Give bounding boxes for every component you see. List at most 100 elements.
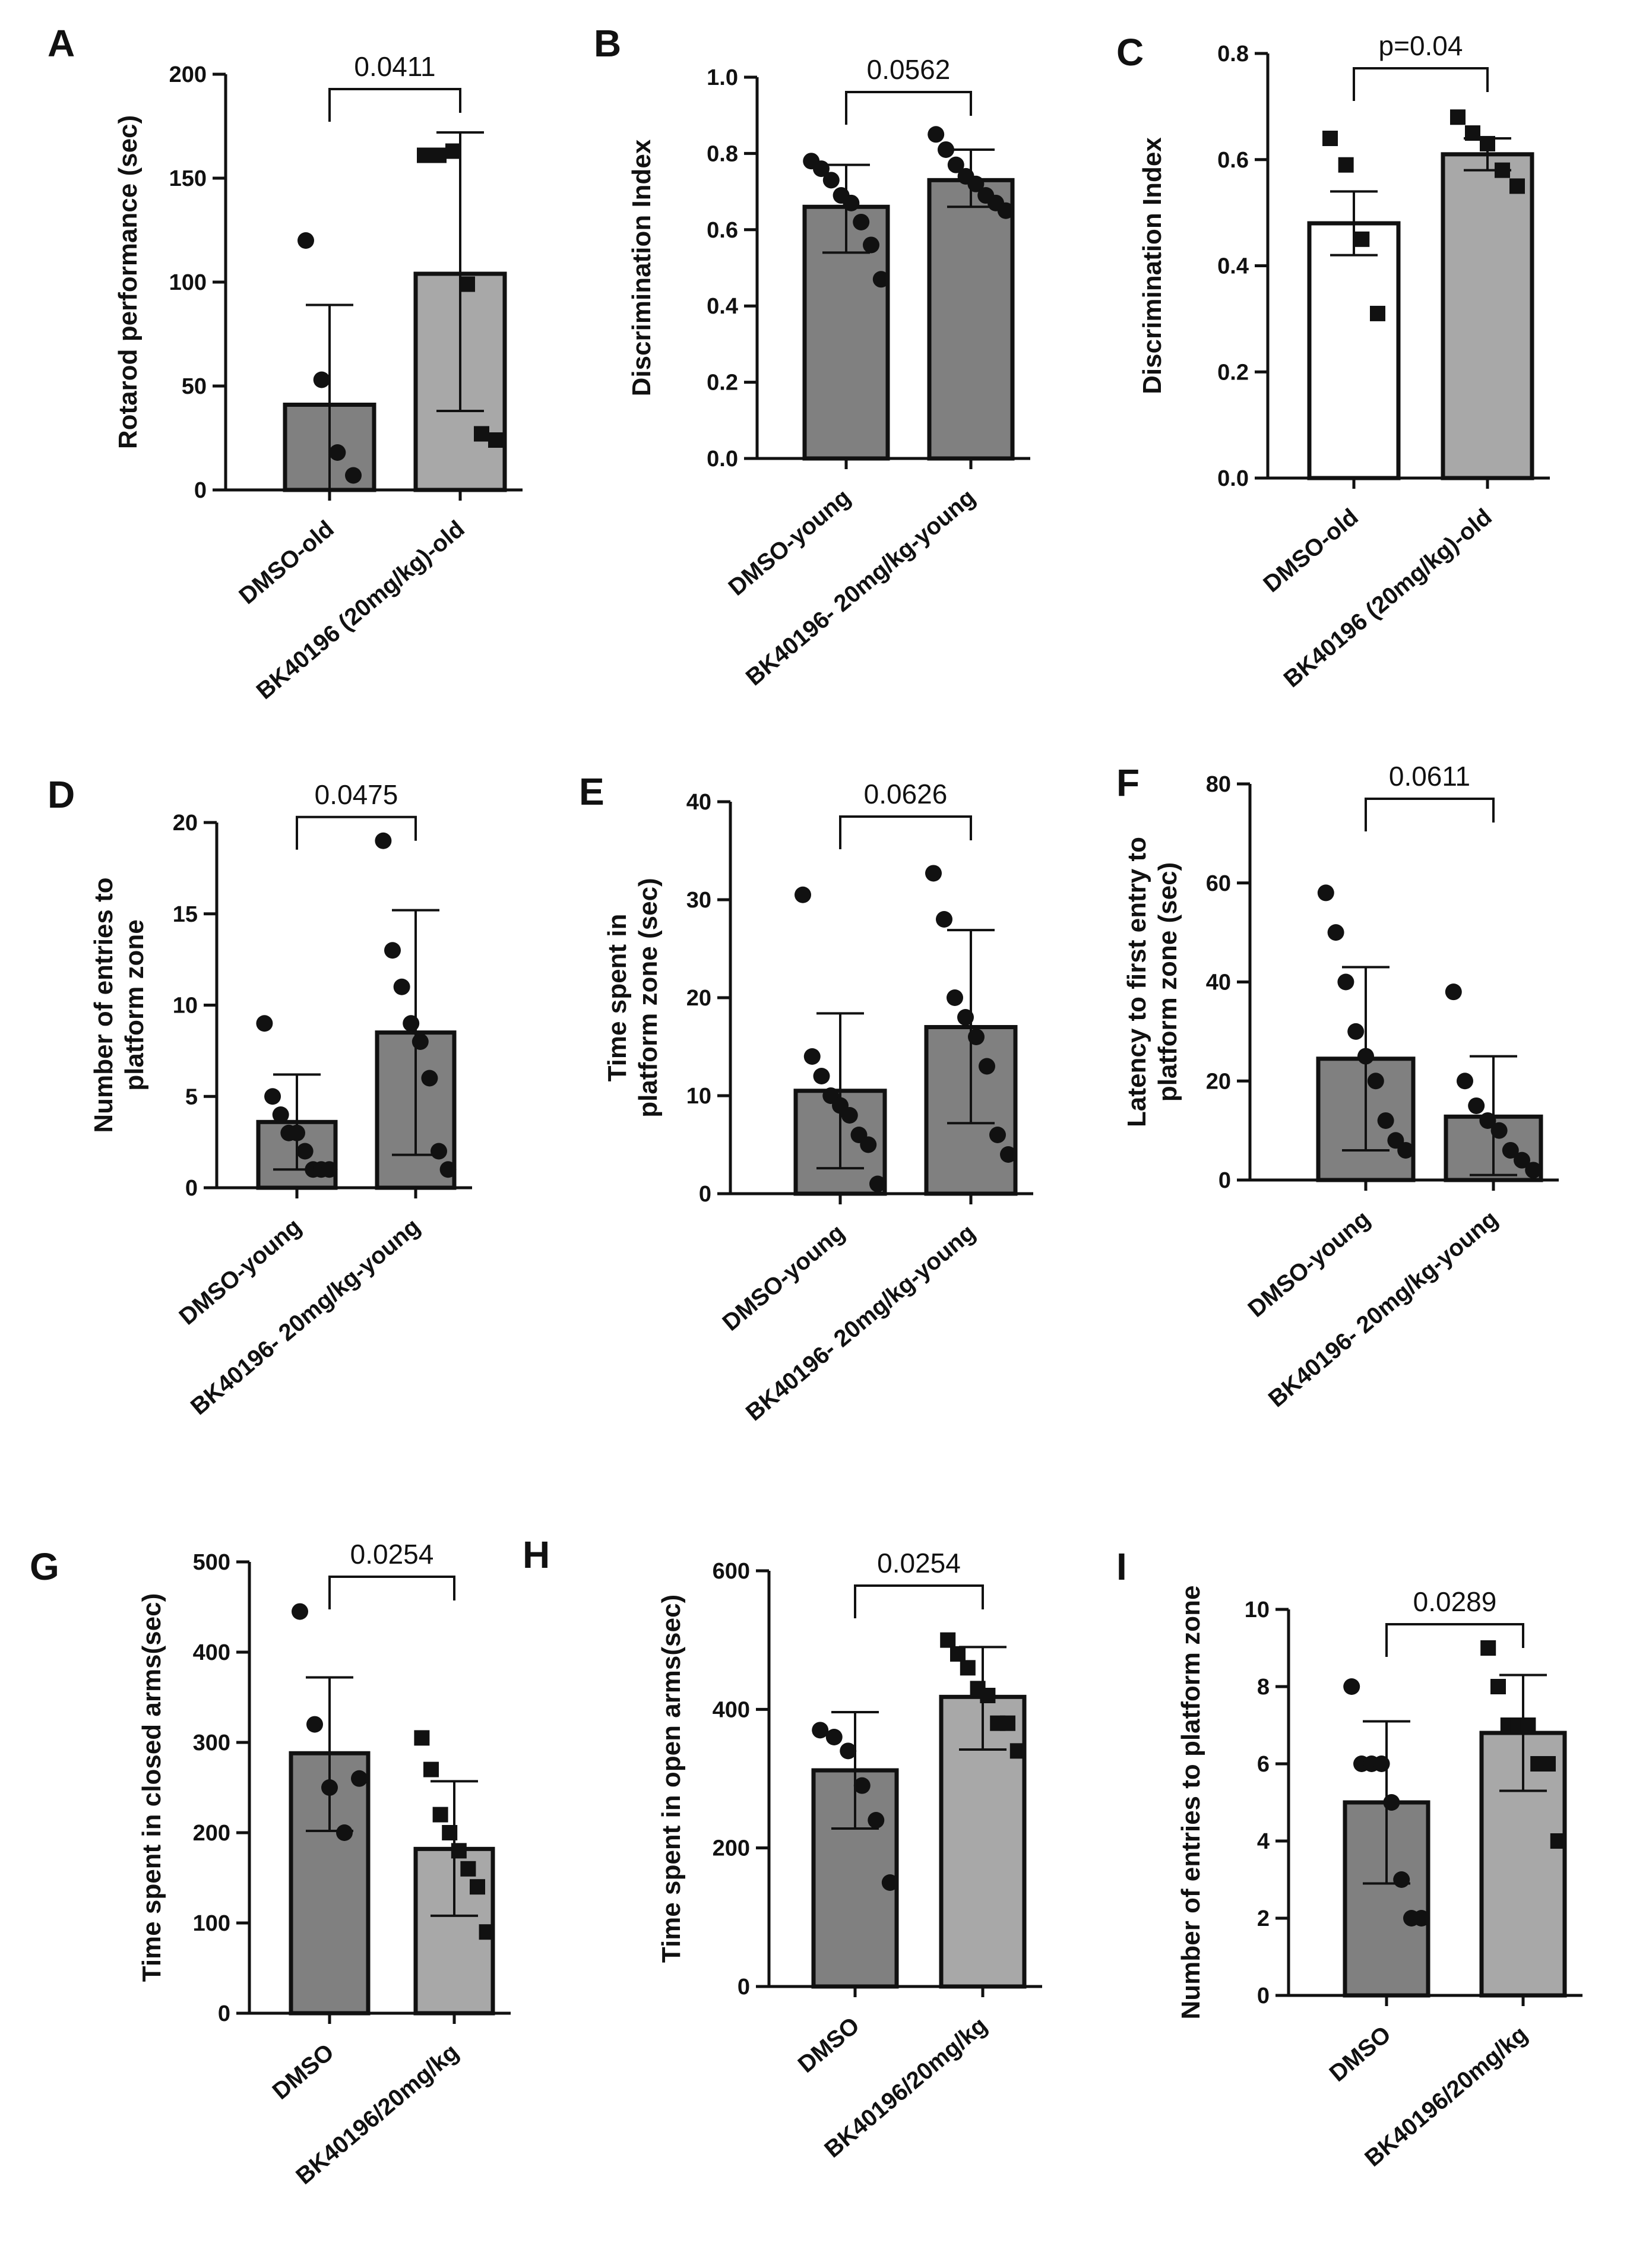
p-value-label: 0.0562 [867, 54, 951, 85]
panel-letter: C [1116, 31, 1144, 74]
data-point [1514, 1152, 1530, 1169]
data-point [1490, 1122, 1508, 1139]
significance-bracket [328, 88, 461, 122]
data-point [925, 865, 942, 882]
panel-letter: G [30, 1545, 59, 1588]
data-point [1337, 973, 1354, 991]
y-tick-label: 0.4 [707, 294, 738, 319]
data-point [1540, 1756, 1556, 1772]
y-axis-label: Rotarod performance (sec) [113, 115, 143, 449]
data-point [1525, 1162, 1542, 1179]
data-point [393, 978, 410, 995]
panel-g: G 0 100 200 300 400 500 Time spent in closed ar… [30, 1539, 511, 2190]
x-category-label: DMSO [268, 2039, 339, 2105]
data-point [868, 1812, 885, 1829]
data-point [403, 1015, 420, 1032]
panel-c: C 0.0 0.2 0.4 0.6 0.8 Discrimination Index DMSO… [1116, 30, 1550, 692]
data-point [1338, 157, 1354, 173]
data-point [812, 1722, 829, 1739]
y-tick-label: 0.2 [1217, 360, 1249, 385]
data-point [1357, 1048, 1374, 1065]
data-point [306, 1716, 323, 1733]
data-point [1354, 231, 1370, 247]
panel-letter: E [579, 770, 604, 813]
panel-letter: H [523, 1533, 550, 1576]
panel-letter: B [594, 22, 621, 65]
p-value-label: 0.0475 [315, 779, 398, 810]
data-point [431, 1143, 447, 1160]
y-tick-label: 0.0 [1217, 466, 1249, 491]
panel-i: I 0 2 4 6 8 10 Number of entries to platform zo… [1116, 1545, 1582, 2172]
panel-d: D 0 5 10 15 20 Number of entries to platform zo… [48, 773, 472, 1420]
data-point [872, 271, 890, 288]
data-point [264, 1088, 281, 1105]
data-point [950, 1646, 966, 1662]
p-value-label: p=0.04 [1379, 30, 1463, 61]
data-point [853, 1777, 871, 1794]
y-tick-label: 0 [194, 478, 207, 503]
x-category-label: DMSO [1325, 2021, 1396, 2087]
y-tick-label: 20 [686, 986, 711, 1011]
y-tick-label: 0.6 [707, 218, 738, 243]
data-point [460, 1861, 476, 1877]
data-point [967, 175, 985, 192]
data-point [1479, 1112, 1496, 1129]
y-tick-label: 100 [193, 1911, 230, 1936]
y-tick-label: 8 [1257, 1675, 1270, 1700]
data-point [384, 942, 401, 959]
x-category-label: BK40196 (20mg/kg)-old [1279, 504, 1497, 692]
y-axis-label: platform zone (sec) [1153, 862, 1182, 1102]
y-tick-label: 0.6 [1217, 148, 1249, 173]
data-point [345, 467, 362, 484]
data-point [1490, 1679, 1506, 1694]
y-tick-label: 20 [1206, 1069, 1231, 1094]
x-category-label: BK40196- 20mg/kg-young [741, 1219, 980, 1426]
y-tick-label: 10 [686, 1084, 711, 1109]
data-point [1000, 1715, 1015, 1731]
data-point [1343, 1678, 1360, 1695]
y-tick-label: 5 [185, 1084, 198, 1109]
y-axis-label: Time spent in closed arms(sec) [137, 1593, 166, 1982]
y-tick-label: 50 [182, 374, 207, 399]
y-tick-label: 40 [686, 790, 711, 815]
data-point [957, 1009, 974, 1026]
y-tick-label: 0 [738, 1975, 750, 2000]
data-point [474, 426, 489, 442]
y-tick-label: 400 [193, 1640, 230, 1665]
y-tick-label: 0.8 [1217, 42, 1249, 67]
x-category-label: DMSO-young [1243, 1206, 1375, 1323]
y-tick-label: 10 [173, 994, 198, 1018]
y-tick-label: 6 [1257, 1752, 1270, 1777]
data-point [843, 194, 860, 211]
data-point [460, 276, 475, 292]
data-point [1373, 1755, 1390, 1772]
bar [927, 178, 1015, 461]
data-point [336, 1824, 353, 1841]
data-point [256, 1015, 273, 1032]
data-point [795, 886, 811, 903]
significance-bracket [296, 815, 417, 850]
p-value-label: 0.0626 [864, 779, 948, 809]
y-tick-label: 600 [713, 1559, 750, 1584]
y-axis-label: platform zone (sec) [634, 878, 663, 1117]
data-point [296, 1143, 314, 1160]
data-point [488, 432, 504, 448]
y-axis-label: Time spent in [603, 914, 632, 1082]
data-point [881, 1874, 898, 1891]
x-category-label: DMSO-young [723, 484, 855, 601]
data-point [840, 1742, 857, 1760]
data-point [321, 1161, 338, 1178]
data-point [1370, 305, 1385, 321]
panel-letter: A [48, 22, 75, 65]
y-tick-label: 4 [1257, 1829, 1270, 1854]
significance-bracket [1365, 798, 1495, 831]
data-point [417, 147, 432, 163]
data-point [351, 1770, 368, 1787]
significance-bracket [1353, 67, 1489, 101]
data-point [329, 444, 346, 461]
data-point [1465, 125, 1480, 141]
data-point [979, 1058, 995, 1075]
data-point [813, 160, 830, 178]
data-point [1000, 1146, 1017, 1163]
y-tick-label: 0 [218, 2001, 230, 2026]
